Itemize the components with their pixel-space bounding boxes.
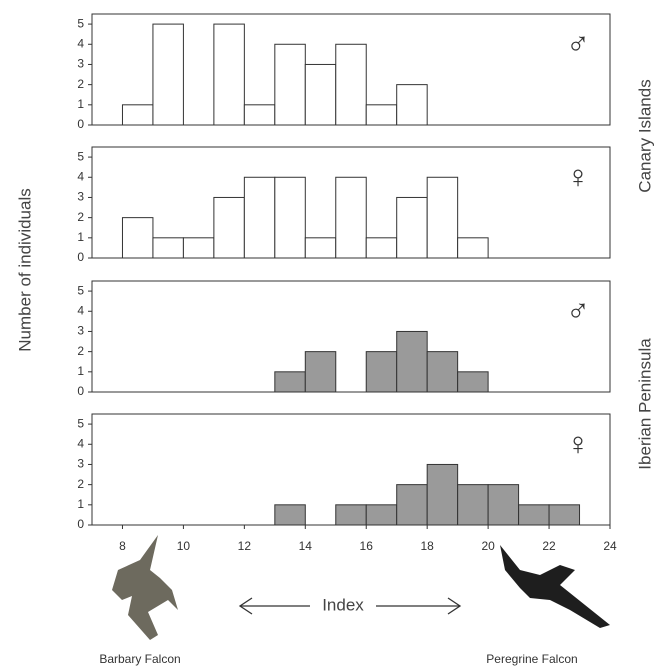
y-tick-label: 1 <box>77 230 84 244</box>
histogram-bar <box>243 176 276 259</box>
y-tick-label: 1 <box>77 364 84 378</box>
histogram-bar <box>182 237 215 259</box>
group-label: Iberian Peninsula <box>635 338 654 470</box>
y-tick-label: 0 <box>77 517 84 531</box>
histogram-bar <box>213 196 245 259</box>
index-arrow <box>238 597 462 615</box>
peregrine-falcon-image <box>500 545 610 628</box>
histogram-bar <box>426 463 459 526</box>
y-tick-label: 4 <box>77 303 84 317</box>
panel-frame <box>91 413 611 526</box>
histogram-bar <box>396 196 428 259</box>
histogram-bar <box>274 176 306 259</box>
sex-symbol: ♀ <box>566 425 590 461</box>
histogram-bar <box>365 351 398 393</box>
y-tick-label: 3 <box>77 324 84 338</box>
x-tick-label: 18 <box>420 539 434 553</box>
histogram-bar <box>304 63 337 126</box>
x-tick-label: 24 <box>603 539 617 553</box>
sex-symbol: ♀ <box>566 158 590 194</box>
y-tick-label: 2 <box>77 477 84 491</box>
histogram-bar <box>518 504 550 526</box>
histogram-bar <box>274 371 306 393</box>
histogram-bar <box>121 217 154 259</box>
y-tick-label: 2 <box>77 77 84 91</box>
y-axis-label: Number of individuals <box>15 188 34 351</box>
y-tick-label: 2 <box>77 210 84 224</box>
y-tick-label: 4 <box>77 169 84 183</box>
y-tick-label: 3 <box>77 457 84 471</box>
histogram-bar <box>274 43 306 126</box>
y-tick-label: 4 <box>77 36 84 50</box>
histogram-bar <box>152 237 184 259</box>
bird-name: Peregrine Falcon <box>486 652 577 666</box>
histogram-bar <box>396 84 428 126</box>
y-tick-label: 5 <box>77 16 84 30</box>
group-label: Canary Islands <box>635 79 654 192</box>
x-tick-label: 22 <box>542 539 556 553</box>
x-tick-label: 10 <box>177 539 191 553</box>
x-tick-label: 20 <box>481 539 495 553</box>
panel-frame <box>91 146 611 259</box>
y-tick-label: 5 <box>77 283 84 297</box>
x-tick-label: 14 <box>299 539 313 553</box>
bird-name: Barbary Falcon <box>99 652 180 666</box>
histogram-bar <box>335 176 367 259</box>
histogram-bar <box>365 104 398 126</box>
y-tick-label: 0 <box>77 384 84 398</box>
x-tick-label: 8 <box>119 539 126 553</box>
histogram-bar <box>426 351 459 393</box>
histogram-bar <box>426 176 459 259</box>
histogram-bar <box>396 484 428 526</box>
histogram-bar <box>457 371 489 393</box>
panel-frame <box>91 280 611 393</box>
histogram-bar <box>304 237 337 259</box>
x-tick-label: 16 <box>360 539 374 553</box>
histogram-bar <box>365 237 398 259</box>
histogram-bar <box>152 23 184 126</box>
y-tick-label: 1 <box>77 497 84 511</box>
histogram-bar <box>487 484 520 526</box>
y-tick-label: 1 <box>77 97 84 111</box>
y-tick-label: 0 <box>77 250 84 264</box>
sex-symbol: ♂ <box>566 292 590 328</box>
y-tick-label: 5 <box>77 416 84 430</box>
sex-symbol: ♂ <box>566 25 590 61</box>
histogram-bar <box>243 104 276 126</box>
y-tick-label: 3 <box>77 190 84 204</box>
y-tick-label: 4 <box>77 436 84 450</box>
barbary-falcon-image <box>112 535 178 640</box>
histogram-bar <box>304 351 337 393</box>
histogram-bar <box>548 504 581 526</box>
x-axis-label: Index <box>322 595 364 614</box>
histogram-bar <box>457 237 489 259</box>
x-tick-label: 12 <box>238 539 252 553</box>
histogram-bar <box>365 504 398 526</box>
y-tick-label: 2 <box>77 344 84 358</box>
y-tick-label: 3 <box>77 57 84 71</box>
histogram-bar <box>213 23 245 126</box>
histogram-bar <box>274 504 306 526</box>
histogram-bar <box>396 330 428 393</box>
histogram-bar <box>335 504 367 526</box>
histogram-bar <box>457 484 489 526</box>
histogram-bar <box>121 104 154 126</box>
y-tick-label: 5 <box>77 149 84 163</box>
panel-frame <box>91 13 611 126</box>
y-tick-label: 0 <box>77 117 84 131</box>
histogram-bar <box>335 43 367 126</box>
